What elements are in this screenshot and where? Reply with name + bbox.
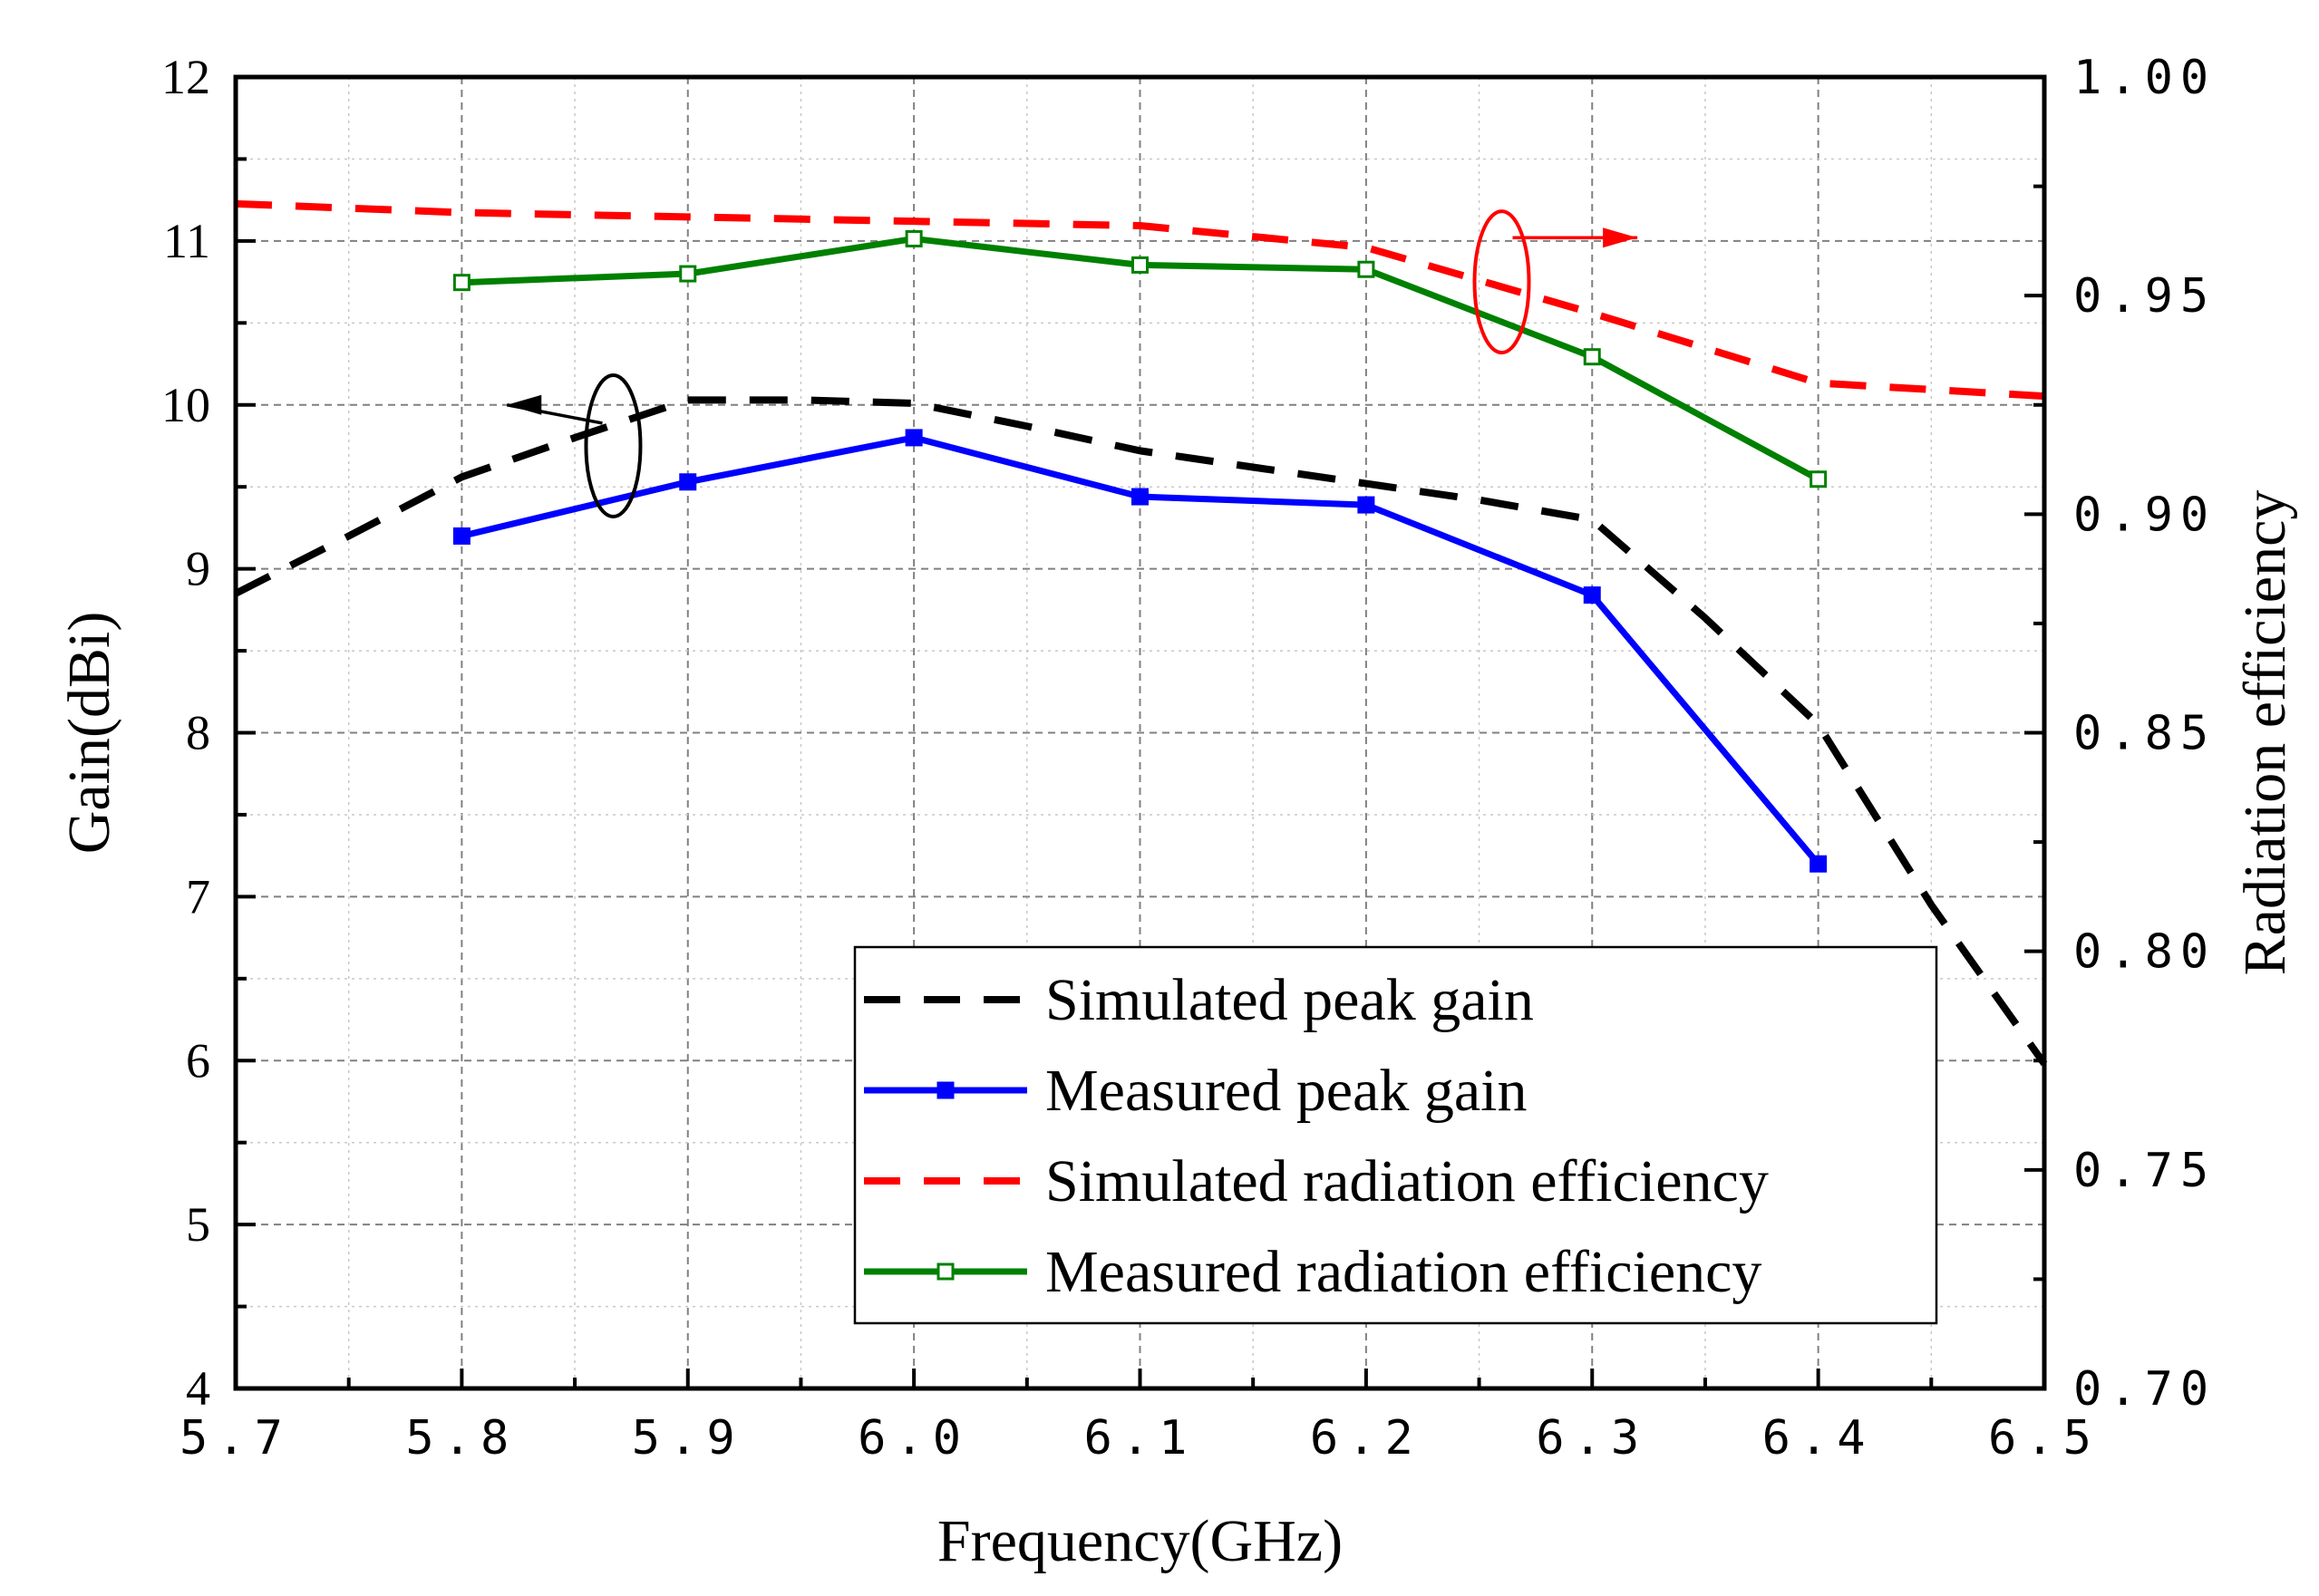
data-point-measured-radiation-efficiency [452,274,471,292]
series-measured-radiation-efficiency [452,229,1828,488]
x-tick-label: 6.2 [1310,1411,1422,1465]
series-layer [234,199,2048,1067]
y-left-tick-label: 6 [186,1033,210,1088]
legend-entries: Simulated peak gain Measured peak gain Sim… [864,967,1769,1305]
legend-entry-simulated-peak-gain: Simulated peak gain [864,967,1534,1033]
grid [236,77,2044,1388]
y-left-tick-label: 4 [186,1361,210,1416]
y-right-tick-label: 0.70 [2073,1362,2216,1417]
data-point-measured-peak-gain [452,527,471,545]
annotation-ellipse [584,372,643,518]
y-left-tick-label: 8 [186,706,210,760]
y-left-tick-label: 7 [186,869,210,924]
data-point-measured-peak-gain [679,473,697,491]
x-tick-label: 5.7 [180,1411,292,1465]
y-right-tick-label: 0.95 [2073,269,2216,324]
legend-marker [936,1081,955,1099]
legend-entry-measured-radiation-efficiency: Measured radiation efficiency [864,1239,1761,1305]
y-right-tick-label: 0.80 [2073,925,2216,980]
x-tick-label: 5.9 [632,1411,744,1465]
legend-label: Measured peak gain [1045,1058,1527,1124]
data-point-measured-peak-gain [1583,586,1601,605]
y-right-tick-label: 0.90 [2073,488,2216,542]
annotation-arrow-head [1603,227,1638,248]
data-point-measured-radiation-efficiency [1131,256,1149,274]
legend-box [853,945,1938,1325]
annotation-right [1472,209,1638,355]
data-point-measured-radiation-efficiency [905,229,923,247]
annotation-ellipse [1472,209,1531,355]
x-tick-label: 6.1 [1084,1411,1197,1465]
data-point-measured-peak-gain [1357,496,1375,514]
legend-label: Simulated peak gain [1045,967,1534,1033]
y-right-tick-label: 0.75 [2073,1144,2216,1198]
axis-ticks [234,75,2046,1390]
data-point-measured-radiation-efficiency [1357,260,1375,278]
legend-entry-simulated-radiation-efficiency: Simulated radiation efficiency [864,1148,1769,1214]
y-left-tick-label: 9 [186,542,210,596]
series-simulated-peak-gain [234,396,2048,1067]
tick-labels: 5.7 5.8 5.9 6.0 6.1 6.2 6.3 6.4 6.5 4 5 6 7 8 9 10 11 12 0… [161,50,2216,1465]
y-right-tick-label: 0.85 [2073,707,2216,761]
data-point-measured-radiation-efficiency [1810,470,1828,488]
x-tick-label: 6.5 [1988,1411,2101,1465]
series-line-simulated-radiation-efficiency [235,199,2045,401]
data-point-measured-radiation-efficiency [679,265,697,283]
data-point-measured-peak-gain [1810,855,1828,873]
x-tick-label: 6.4 [1762,1411,1875,1465]
data-point-measured-peak-gain [1131,488,1149,506]
annotation-left [506,372,643,518]
legend-label: Simulated radiation efficiency [1045,1148,1769,1214]
legend: Simulated peak gain Measured peak gain Sim… [853,945,1938,1325]
y-axis-right-label: Radiation efficiency [2232,490,2298,976]
series-line-simulated-peak-gain [234,396,2048,1067]
y-left-tick-label: 5 [186,1197,210,1252]
x-tick-label: 6.3 [1536,1411,1648,1465]
data-point-measured-peak-gain [905,429,923,447]
annotation-arrow-head [507,394,542,415]
y-axis-left-label: Gain(dBi) [56,612,122,855]
y-right-tick-label: 1.00 [2073,51,2216,105]
annotations [506,209,1638,518]
legend-label: Measured radiation efficiency [1045,1239,1761,1305]
x-tick-label: 6.0 [858,1411,970,1465]
series-measured-peak-gain [452,429,1828,873]
legend-marker [936,1262,955,1281]
data-point-measured-radiation-efficiency [1583,348,1601,366]
y-left-tick-label: 10 [161,378,210,432]
y-left-tick-label: 11 [163,214,210,268]
x-tick-label: 5.8 [405,1411,518,1465]
y-left-tick-label: 12 [161,50,210,104]
series-simulated-radiation-efficiency [235,199,2045,401]
x-axis-label: Frequency(GHz) [937,1508,1343,1574]
legend-entry-measured-peak-gain: Measured peak gain [864,1058,1527,1124]
